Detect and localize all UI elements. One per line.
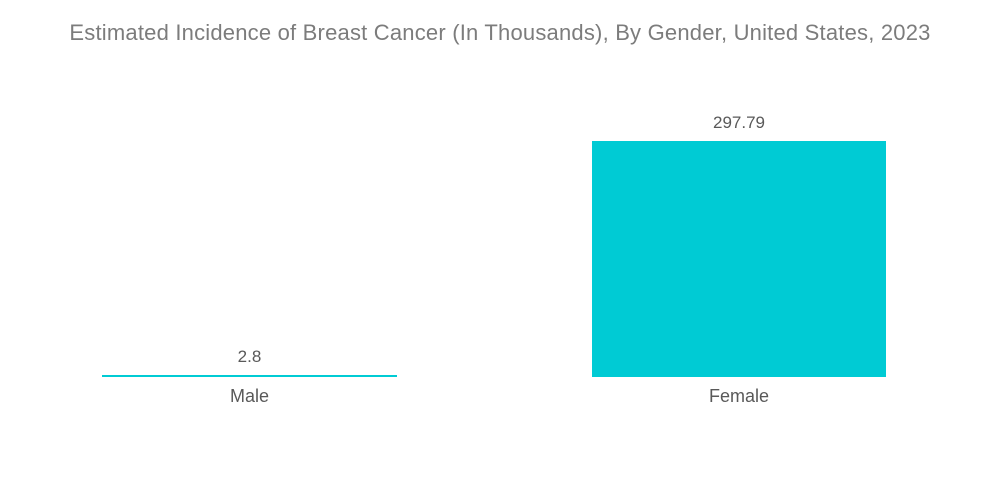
category-label-female: Female	[708, 386, 770, 406]
value-label-female: 297.79	[713, 113, 765, 133]
bar-group-female: 297.79 Female	[592, 113, 886, 406]
bar-group-male: 2.8 Male	[102, 347, 397, 406]
chart-title: Estimated Incidence of Breast Cancer (In…	[69, 20, 931, 45]
category-label-male: Male	[229, 386, 269, 406]
value-label-male: 2.8	[237, 347, 262, 367]
bar-female	[592, 141, 886, 377]
bar-male	[102, 374, 397, 377]
